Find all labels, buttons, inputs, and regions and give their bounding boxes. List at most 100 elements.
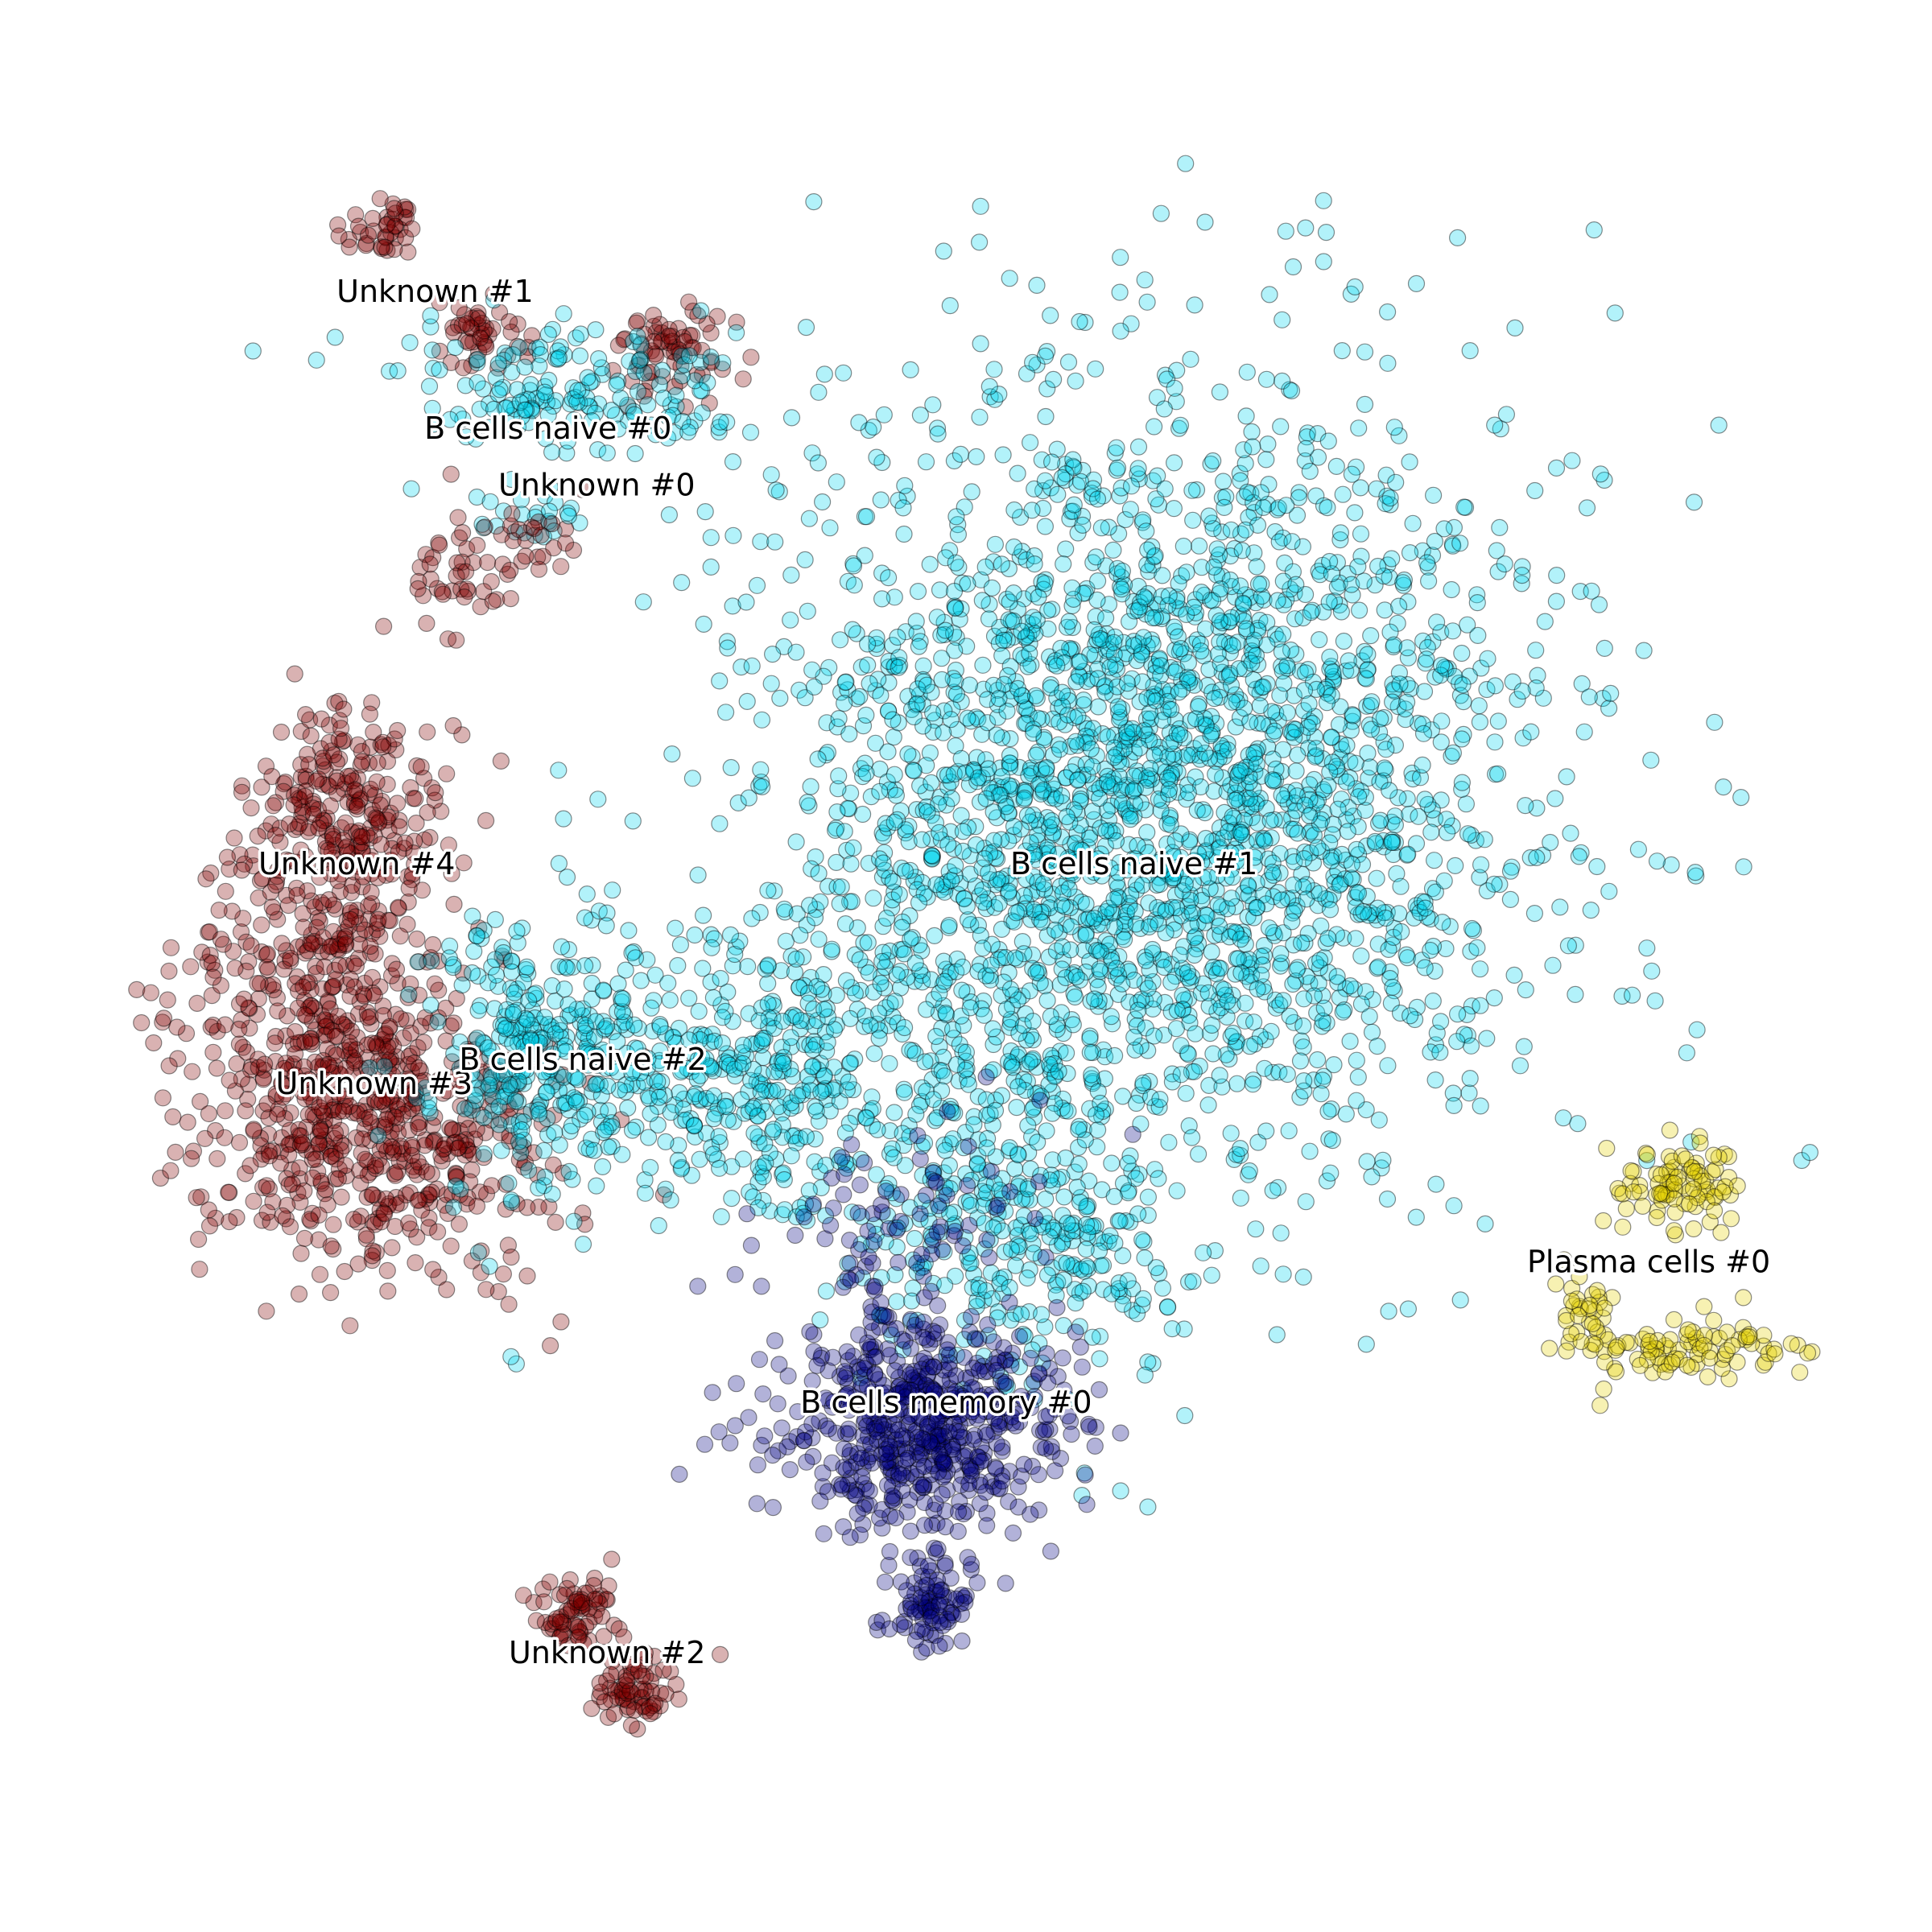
data-point [1444,622,1462,640]
data-point [421,555,439,573]
data-point [1129,1001,1147,1019]
data-point [1103,1154,1121,1172]
data-point [905,762,923,780]
data-point [759,881,777,899]
data-point [464,554,482,572]
data-point [220,1183,237,1201]
data-point [361,738,379,756]
data-point [1414,756,1431,774]
data-point [583,412,601,430]
data-point [1222,1125,1240,1142]
data-point [1141,759,1159,778]
data-point [879,568,898,587]
data-point [830,709,848,728]
data-point [1363,693,1381,711]
data-point [418,614,436,633]
data-point [753,711,771,729]
data-point [330,227,348,245]
data-point [589,350,608,368]
data-point [581,374,599,391]
data-point [1288,961,1306,979]
data-point [718,413,736,431]
data-point [1053,683,1071,701]
data-point [526,508,544,526]
data-point [1223,890,1241,907]
data-point [684,302,702,320]
data-point [787,643,805,661]
data-point [398,208,415,226]
data-point [453,553,471,571]
data-point [1389,597,1408,615]
data-point [660,320,678,338]
data-point [1083,1066,1100,1084]
data-point [1399,845,1417,863]
data-point [1559,937,1578,955]
data-point [1214,473,1232,490]
data-point [980,760,997,778]
data-point [916,1053,934,1071]
data-point [513,552,530,570]
data-point [489,359,507,377]
data-point [1088,490,1107,508]
data-point [1026,687,1045,704]
data-point [629,312,646,330]
data-point [510,339,528,357]
data-point [660,334,678,352]
data-point [1432,656,1451,675]
data-point [616,330,634,348]
data-point [1347,754,1364,772]
data-point [919,803,936,821]
data-point [407,814,425,832]
data-point [456,588,473,606]
data-point [455,854,473,872]
data-point [690,1002,708,1020]
data-point [1432,733,1450,751]
data-point [555,810,572,828]
data-point [424,1261,442,1278]
data-point [708,308,726,325]
data-point [1139,980,1157,997]
data-point [1321,648,1339,666]
data-point [1115,931,1133,948]
data-point [1378,1190,1397,1208]
data-point [1295,1071,1313,1090]
data-point [689,866,707,884]
data-point [1179,963,1197,981]
data-point [494,378,512,396]
data-point [626,362,645,381]
data-point [322,1283,340,1302]
data-point [204,968,222,986]
data-point [549,342,567,360]
data-point [436,1136,454,1154]
data-point [293,799,311,816]
data-point [517,401,535,419]
data-point [1496,555,1513,573]
data-point [873,590,891,608]
data-point [1372,710,1389,728]
data-point [1580,688,1598,706]
data-point [520,992,538,1009]
data-point [431,361,448,379]
data-point [702,558,720,576]
data-point [1517,980,1534,999]
data-point [676,398,694,416]
data-point [1273,643,1291,661]
data-point [1398,639,1416,657]
data-point [424,359,442,378]
data-point [1051,741,1069,758]
data-point [923,846,941,865]
data-point [469,1244,488,1261]
data-point [1108,960,1125,977]
data-point [963,483,980,501]
data-point [1082,740,1100,758]
data-point [609,420,627,438]
data-point [423,399,441,417]
data-point [1319,1102,1337,1121]
data-point [592,359,610,377]
data-point [1130,739,1149,757]
data-point [673,367,691,385]
data-point [558,959,576,977]
data-point [1312,1085,1330,1103]
data-point [604,881,621,899]
